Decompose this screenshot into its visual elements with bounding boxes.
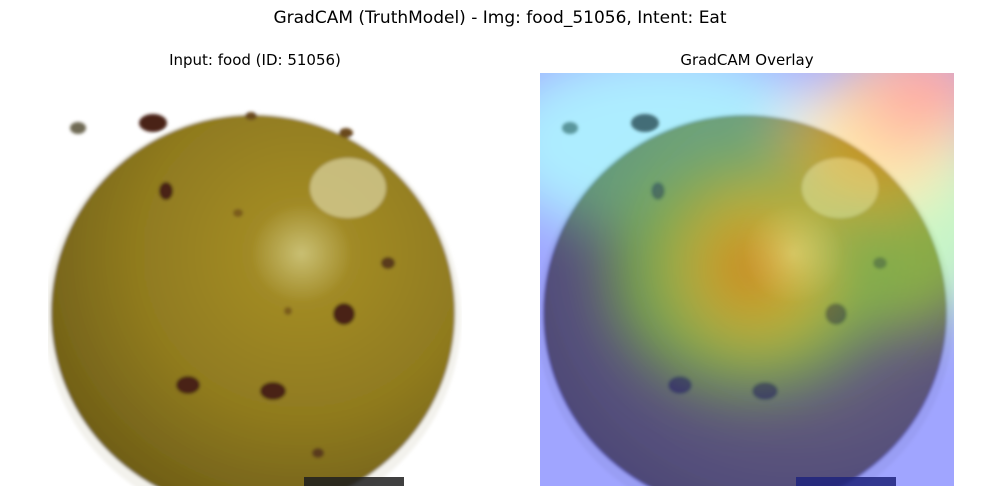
spot <box>159 182 173 200</box>
input-image-panel <box>48 73 462 486</box>
gradcam-overlay-image <box>540 73 954 486</box>
input-panel-title: Input: food (ID: 51056) <box>169 51 341 69</box>
spot <box>312 448 324 458</box>
input-image <box>48 73 462 486</box>
overlay-panel-title: GradCAM Overlay <box>680 51 814 69</box>
spot <box>245 112 257 120</box>
spot <box>284 307 292 315</box>
spot <box>139 114 167 132</box>
spot <box>381 257 395 269</box>
highlight <box>310 158 386 218</box>
spot <box>333 303 355 325</box>
spot <box>260 382 286 400</box>
spot <box>233 209 243 217</box>
spot <box>176 376 200 394</box>
stem <box>70 122 86 134</box>
gradcam-overlay-panel <box>540 73 954 486</box>
spot <box>339 128 353 138</box>
figure-title: GradCAM (TruthModel) - Img: food_51056, … <box>273 8 727 28</box>
heatmap <box>540 73 954 486</box>
